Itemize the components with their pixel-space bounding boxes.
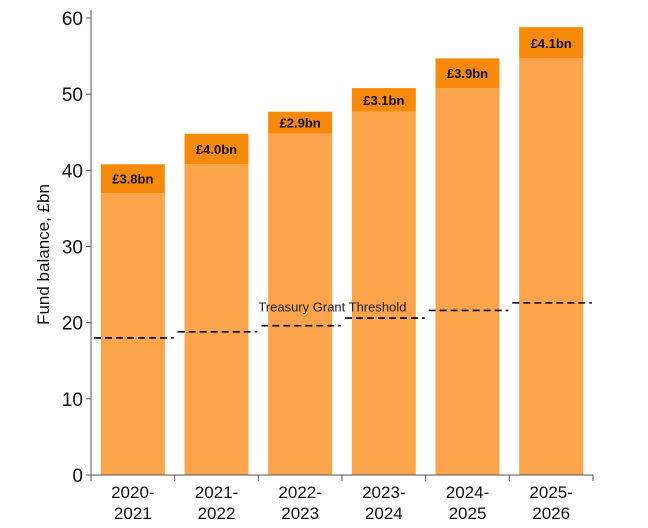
bar-base-5 [435, 88, 500, 475]
y-tick-label-60: 60 [62, 9, 83, 30]
threshold-layer [94, 302, 592, 339]
x-tick-label-3-line1: 2022- [278, 483, 321, 502]
data-label-2: £4.0bn [196, 142, 237, 157]
bar-top-5 [435, 58, 500, 89]
x-tick-label-6-line2: 2026 [532, 504, 570, 523]
data-label-4: £3.1bn [363, 93, 404, 108]
bar-top-2 [184, 133, 249, 165]
bar-base-6 [519, 58, 584, 475]
x-tick-label-1-line1: 2020- [111, 483, 154, 502]
x-tick-label-1-line2: 2021 [114, 504, 152, 523]
data-label-1: £3.8bn [112, 172, 153, 187]
bar-base-4 [351, 111, 416, 475]
bar-top-4 [351, 88, 416, 112]
y-tick-label-40: 40 [62, 161, 83, 182]
y-tick-label-30: 30 [62, 238, 83, 259]
x-tick-label-3-line2: 2023 [281, 504, 319, 523]
bar-base-1 [100, 193, 165, 475]
data-label-6: £4.1bn [531, 36, 572, 51]
axes-layer [86, 10, 594, 481]
y-tick-label-0: 0 [72, 466, 83, 487]
data-label-3: £2.9bn [280, 116, 321, 131]
x-tick-label-2-line2: 2022 [198, 504, 236, 523]
x-tick-label-5-line1: 2024- [446, 483, 489, 502]
bar-base-2 [184, 164, 249, 476]
x-tick-label-5-line2: 2025 [449, 504, 487, 523]
x-tick-label-4-line1: 2023- [362, 483, 405, 502]
x-tick-label-6-line1: 2025- [529, 483, 572, 502]
threshold-label: Treasury Grant Threshold [258, 300, 406, 315]
bars-layer [100, 27, 584, 476]
bar-top-1 [100, 164, 165, 194]
x-tick-label-2-line1: 2021- [195, 483, 238, 502]
bar-top-6 [519, 27, 584, 59]
y-axis-title: Fund balance, £bn [34, 184, 53, 325]
data-label-5: £3.9bn [447, 66, 488, 81]
bar-base-3 [268, 133, 333, 476]
y-tick-label-50: 50 [62, 85, 83, 106]
labels-layer: £3.8bn £4.0bn £2.9bn £3.1bn £3.9bn £4.1bn Trea… [34, 9, 573, 523]
y-tick-label-10: 10 [62, 390, 83, 411]
x-tick-label-4-line2: 2024 [365, 504, 403, 523]
bar-top-3 [268, 111, 333, 134]
y-tick-label-20: 20 [62, 314, 83, 335]
